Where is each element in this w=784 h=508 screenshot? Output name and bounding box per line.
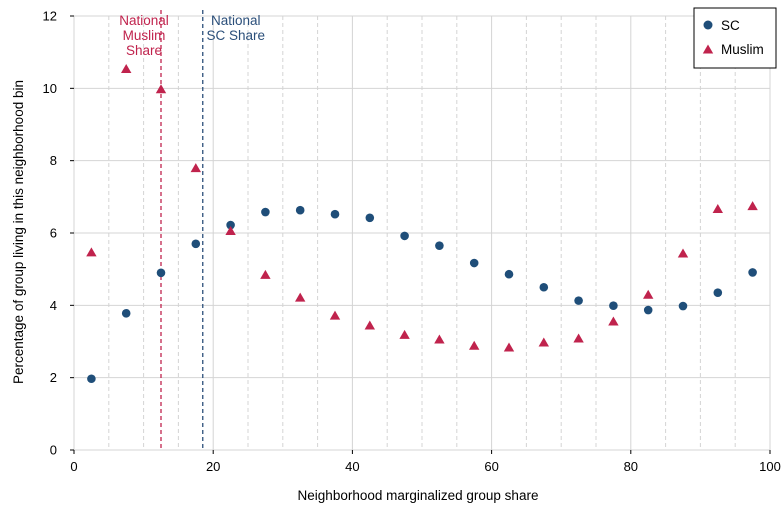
y-tick-label: 12: [43, 9, 57, 24]
reference-line-label: National: [119, 13, 169, 28]
legend-label-sc: SC: [721, 18, 740, 33]
reference-line-label: Share: [126, 43, 162, 58]
x-tick-label: 60: [484, 459, 498, 474]
legend: SC Muslim: [693, 7, 777, 69]
data-point-muslim: [677, 248, 689, 258]
y-axis-title: Percentage of group living in this neigh…: [11, 80, 26, 384]
data-point-muslim: [608, 316, 619, 326]
x-tick-label: 80: [624, 459, 638, 474]
data-point-sc: [87, 374, 96, 384]
x-tick-label: 0: [70, 459, 77, 474]
legend-marker-muslim: [702, 44, 714, 54]
data-point-muslim: [225, 226, 236, 236]
x-tick-label: 40: [345, 459, 359, 474]
data-point-sc: [295, 205, 305, 215]
y-tick-label: 10: [43, 81, 57, 96]
x-tick-label: 20: [206, 459, 220, 474]
data-point-muslim: [295, 292, 306, 302]
data-point-sc: [121, 308, 131, 318]
x-axis-title: Neighborhood marginalized group share: [298, 488, 539, 503]
data-point-muslim: [155, 84, 167, 94]
reference-line-label: Muslim: [123, 28, 166, 43]
data-point-sc: [156, 268, 166, 278]
reference-line-label: National: [211, 13, 261, 28]
data-point-sc: [330, 209, 340, 219]
data-point-muslim: [573, 333, 584, 343]
y-tick-label: 4: [50, 298, 57, 313]
data-point-sc: [226, 220, 235, 230]
data-point-muslim: [643, 289, 654, 299]
y-tick-label: 2: [50, 370, 57, 385]
y-tick-label: 8: [50, 153, 57, 168]
data-point-sc: [261, 207, 270, 217]
data-point-sc: [539, 282, 549, 292]
reference-line-label: SC Share: [206, 28, 265, 43]
data-point-muslim: [190, 163, 201, 173]
data-point-muslim: [469, 340, 480, 350]
data-point-muslim: [747, 201, 758, 211]
x-tick-label: 100: [759, 459, 781, 474]
data-point-muslim: [399, 329, 410, 339]
data-point-sc: [365, 213, 375, 223]
data-point-sc: [435, 241, 444, 250]
legend-box: [693, 7, 777, 69]
data-point-muslim: [712, 203, 723, 213]
data-point-sc: [643, 305, 653, 315]
data-point-sc: [504, 269, 514, 279]
axes: 0 20 40 60 80 100 0 2 4 6 8 10 12: [43, 9, 781, 475]
data-points: [86, 64, 758, 384]
data-point-sc: [713, 288, 723, 297]
data-point-muslim: [260, 269, 271, 279]
data-point-muslim: [538, 337, 549, 347]
data-point-sc: [574, 296, 583, 305]
grid: [73, 15, 771, 451]
data-point-muslim: [86, 247, 97, 257]
y-tick-label: 6: [50, 226, 57, 241]
data-point-muslim: [503, 342, 515, 352]
data-point-muslim: [364, 320, 375, 330]
data-point-muslim: [329, 310, 341, 320]
data-point-sc: [678, 301, 688, 311]
data-point-sc: [400, 231, 409, 241]
y-tick-label: 0: [50, 443, 57, 458]
legend-marker-sc: [703, 20, 713, 30]
data-point-sc: [469, 258, 479, 268]
data-point-sc: [748, 268, 757, 277]
legend-label-muslim: Muslim: [721, 42, 764, 57]
data-point-muslim: [121, 64, 132, 74]
data-point-sc: [609, 301, 618, 310]
data-point-muslim: [434, 334, 445, 344]
data-point-sc: [191, 239, 201, 249]
